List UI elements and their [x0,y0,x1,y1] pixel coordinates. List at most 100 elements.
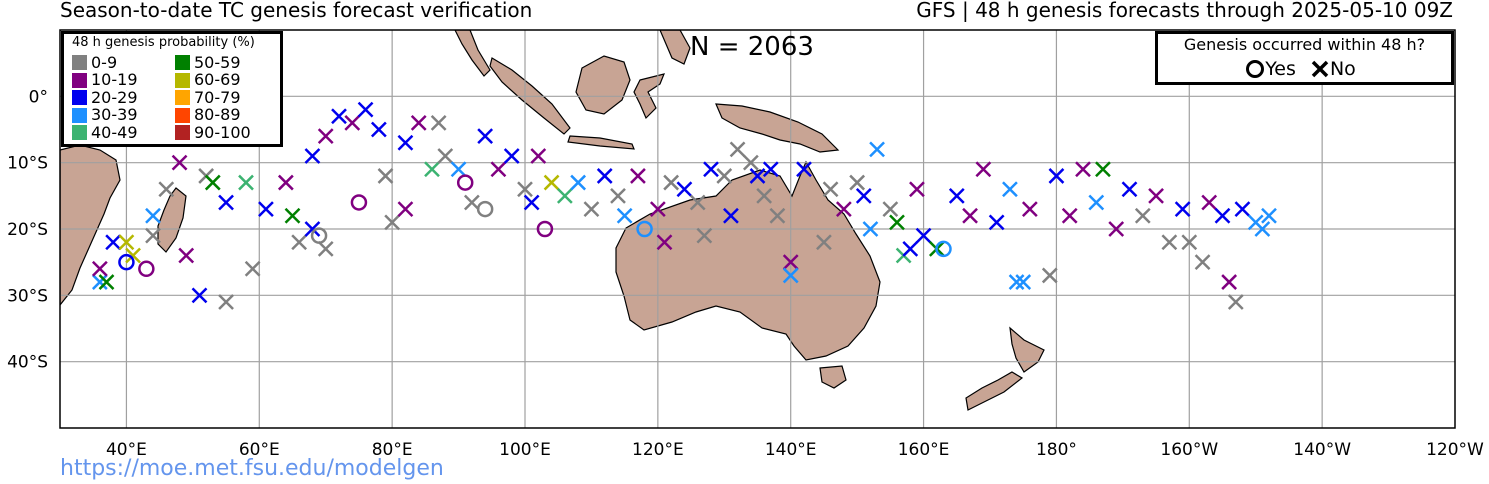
legend-swatch [175,90,190,106]
genesis-no-marker [663,174,680,191]
lon-tick-label: 120°W [1426,440,1484,460]
probability-legend-item: 60-69 [175,72,278,90]
source-url-link[interactable]: https://moe.met.fsu.edu/modelgen [60,456,444,481]
genesis-no-marker [1134,207,1151,224]
genesis-no-marker [849,174,866,191]
lat-tick-label: 40°S [7,353,48,373]
genesis-no-marker [218,194,234,211]
outcome-legend-title: Genesis occurred within 48 h? [1183,35,1426,54]
genesis-no-marker [304,148,321,164]
legend-swatch [175,55,190,71]
genesis-no-marker [729,141,746,158]
genesis-yes-marker [935,240,952,258]
lon-tick-label: 100°E [499,440,551,460]
genesis-no-marker [1015,274,1032,290]
genesis-no-marker [317,128,334,145]
lon-tick-label: 160°W [1160,440,1218,460]
forecast-points [91,101,1277,310]
genesis-no-marker [696,227,713,244]
outcome-legend-entries: Yes No [1158,57,1451,80]
genesis-no-marker [1008,274,1025,290]
lon-tick-label: 160°E [898,440,950,460]
lat-tick-label: 30°S [7,286,48,306]
genesis-no-marker [523,194,540,211]
genesis-no-marker [1194,254,1211,271]
legend-swatch [72,125,87,141]
probability-legend-item: 80-89 [175,107,278,125]
landmass-philippines [659,30,691,65]
genesis-no-marker [437,148,454,164]
genesis-no-marker [1214,207,1231,224]
genesis-no-marker [331,108,347,125]
legend-bin-label: 20-29 [91,87,138,107]
genesis-no-marker [284,207,301,224]
genesis-yes-marker [476,200,494,218]
genesis-no-marker [583,201,600,217]
genesis-no-marker [118,234,135,251]
legend-bin-label: 0-9 [91,52,118,72]
genesis-no-marker [610,187,626,204]
map-title: Season-to-date TC genesis forecast verif… [60,0,533,22]
genesis-no-marker [948,187,965,204]
genesis-no-marker [742,154,759,171]
legend-bin-label: 70-79 [194,87,241,107]
genesis-no-marker [988,214,1005,231]
genesis-no-marker [882,201,899,217]
genesis-no-marker [357,101,374,118]
landmass-borneo [575,55,631,115]
axis-labels: 40°E 60°E 80°E 100°E 120°E 140°E 160°E 180° 160°… [7,87,1484,460]
genesis-no-marker [1021,201,1038,217]
genesis-no-marker [218,294,234,310]
genesis-no-marker [125,247,141,264]
genesis-no-marker [397,201,414,217]
genesis-no-marker [370,121,387,138]
genesis-no-marker [716,168,733,184]
genesis-no-marker [450,161,467,178]
landmass-malay-peninsula [454,30,491,77]
genesis-no-marker [703,161,719,178]
lon-tick-label: 40°E [106,440,147,460]
probability-legend-item: 0-9 [72,54,175,72]
genesis-no-marker [1227,294,1244,310]
genesis-yes-marker [536,220,554,238]
legend-bin-label: 90-100 [194,122,251,142]
genesis-no-marker [105,234,122,251]
genesis-no-marker [517,181,533,198]
genesis-no-marker [782,254,799,271]
genesis-no-marker [676,181,693,198]
genesis-no-marker [304,221,321,237]
graticule [60,30,1455,428]
genesis-no-marker [503,148,520,164]
probability-legend-item: 40-49 [72,124,175,142]
genesis-no-marker [1148,187,1164,204]
genesis-no-marker [1088,194,1105,211]
genesis-no-marker [855,187,872,204]
genesis-no-marker [570,174,587,191]
genesis-no-marker [816,234,832,251]
genesis-no-marker [1095,161,1111,178]
genesis-no-marker [902,241,919,257]
forecast-count: N = 2063 [690,32,814,62]
legend-bin-label: 60-69 [194,70,241,90]
probability-legend-item: 30-39 [72,107,175,125]
lon-tick-label: 180° [1036,440,1077,460]
legend-swatch [175,72,190,88]
genesis-no-marker [477,128,494,145]
genesis-no-marker [430,114,447,131]
genesis-no-marker [1201,194,1218,211]
genesis-no-marker [543,174,560,191]
genesis-no-marker [344,114,361,131]
genesis-no-marker [862,221,879,237]
probability-legend-item: 50-59 [175,54,278,72]
genesis-no-marker [171,154,188,171]
genesis-no-marker [1161,234,1178,251]
genesis-no-marker [410,114,427,131]
genesis-no-marker [98,274,115,290]
lat-tick-label: 0° [29,87,48,107]
legend-swatch [72,55,87,71]
genesis-no-marker [1075,161,1091,178]
genesis-no-marker [616,207,633,224]
genesis-no-marker [1002,181,1018,198]
legend-swatch [175,125,190,141]
genesis-no-marker [1061,207,1078,224]
